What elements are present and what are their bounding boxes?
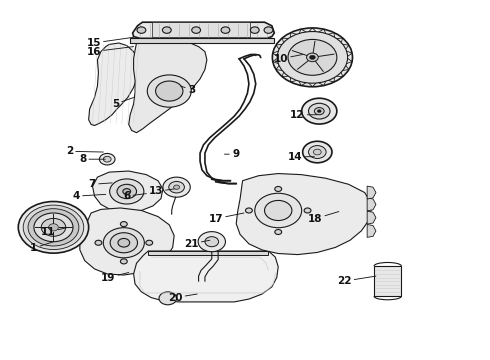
Polygon shape bbox=[80, 208, 174, 275]
Circle shape bbox=[314, 149, 321, 155]
Polygon shape bbox=[374, 266, 401, 296]
Polygon shape bbox=[367, 225, 376, 237]
Circle shape bbox=[99, 153, 115, 165]
Circle shape bbox=[110, 233, 138, 253]
Text: 4: 4 bbox=[73, 191, 106, 201]
Circle shape bbox=[277, 32, 347, 83]
Text: 22: 22 bbox=[337, 276, 376, 286]
Text: 7: 7 bbox=[89, 179, 112, 189]
Text: 8: 8 bbox=[79, 154, 105, 164]
Circle shape bbox=[156, 81, 183, 101]
Circle shape bbox=[303, 141, 332, 163]
Polygon shape bbox=[367, 198, 376, 211]
Circle shape bbox=[118, 238, 130, 247]
Circle shape bbox=[103, 228, 145, 258]
Polygon shape bbox=[134, 251, 278, 302]
Text: 21: 21 bbox=[184, 239, 210, 249]
Circle shape bbox=[103, 156, 111, 162]
Circle shape bbox=[275, 229, 282, 234]
Circle shape bbox=[221, 27, 230, 33]
Text: 18: 18 bbox=[308, 212, 339, 224]
Text: 2: 2 bbox=[66, 146, 103, 156]
Circle shape bbox=[163, 177, 190, 197]
Circle shape bbox=[309, 145, 326, 158]
Circle shape bbox=[304, 208, 311, 213]
Text: 16: 16 bbox=[86, 46, 134, 57]
Circle shape bbox=[302, 98, 337, 124]
Circle shape bbox=[162, 27, 171, 33]
Circle shape bbox=[121, 259, 127, 264]
Polygon shape bbox=[93, 171, 163, 212]
Circle shape bbox=[95, 240, 102, 245]
Circle shape bbox=[288, 40, 337, 75]
Text: 3: 3 bbox=[180, 85, 195, 95]
Circle shape bbox=[307, 53, 318, 62]
Circle shape bbox=[137, 27, 146, 33]
Circle shape bbox=[41, 219, 66, 236]
Polygon shape bbox=[133, 22, 274, 39]
Circle shape bbox=[173, 185, 179, 189]
Circle shape bbox=[123, 189, 131, 194]
Polygon shape bbox=[367, 186, 376, 199]
Text: 19: 19 bbox=[101, 273, 129, 283]
Circle shape bbox=[245, 208, 252, 213]
Polygon shape bbox=[89, 43, 138, 126]
Circle shape bbox=[49, 224, 58, 231]
Text: 13: 13 bbox=[148, 186, 174, 197]
Text: 11: 11 bbox=[41, 227, 68, 237]
Circle shape bbox=[23, 205, 84, 249]
Circle shape bbox=[192, 27, 200, 33]
Circle shape bbox=[18, 202, 89, 253]
Polygon shape bbox=[148, 251, 269, 255]
Circle shape bbox=[264, 27, 273, 33]
Circle shape bbox=[34, 213, 73, 242]
Polygon shape bbox=[367, 211, 376, 224]
Text: 17: 17 bbox=[208, 213, 244, 224]
Circle shape bbox=[159, 292, 176, 305]
Circle shape bbox=[265, 201, 292, 221]
Polygon shape bbox=[236, 174, 371, 255]
Circle shape bbox=[255, 193, 302, 228]
Text: 5: 5 bbox=[112, 98, 134, 109]
Circle shape bbox=[147, 75, 191, 107]
Circle shape bbox=[205, 237, 219, 247]
Circle shape bbox=[146, 240, 153, 245]
Circle shape bbox=[121, 222, 127, 226]
Polygon shape bbox=[152, 22, 250, 37]
Text: 20: 20 bbox=[168, 293, 197, 303]
Circle shape bbox=[250, 27, 259, 33]
Polygon shape bbox=[129, 40, 207, 133]
Circle shape bbox=[169, 181, 184, 193]
Circle shape bbox=[117, 184, 137, 199]
Circle shape bbox=[310, 55, 316, 59]
Text: 12: 12 bbox=[290, 110, 318, 120]
Circle shape bbox=[28, 209, 79, 246]
Circle shape bbox=[309, 103, 330, 119]
Text: 9: 9 bbox=[224, 149, 239, 159]
Circle shape bbox=[198, 231, 225, 252]
Circle shape bbox=[272, 28, 352, 87]
Polygon shape bbox=[130, 39, 274, 43]
Text: 1: 1 bbox=[30, 242, 53, 253]
Text: 14: 14 bbox=[288, 152, 315, 162]
Text: 15: 15 bbox=[86, 37, 134, 48]
Circle shape bbox=[315, 108, 324, 115]
Circle shape bbox=[318, 110, 321, 113]
Circle shape bbox=[275, 186, 282, 192]
Text: 6: 6 bbox=[123, 191, 147, 201]
Text: 10: 10 bbox=[273, 54, 303, 64]
Circle shape bbox=[110, 179, 144, 204]
